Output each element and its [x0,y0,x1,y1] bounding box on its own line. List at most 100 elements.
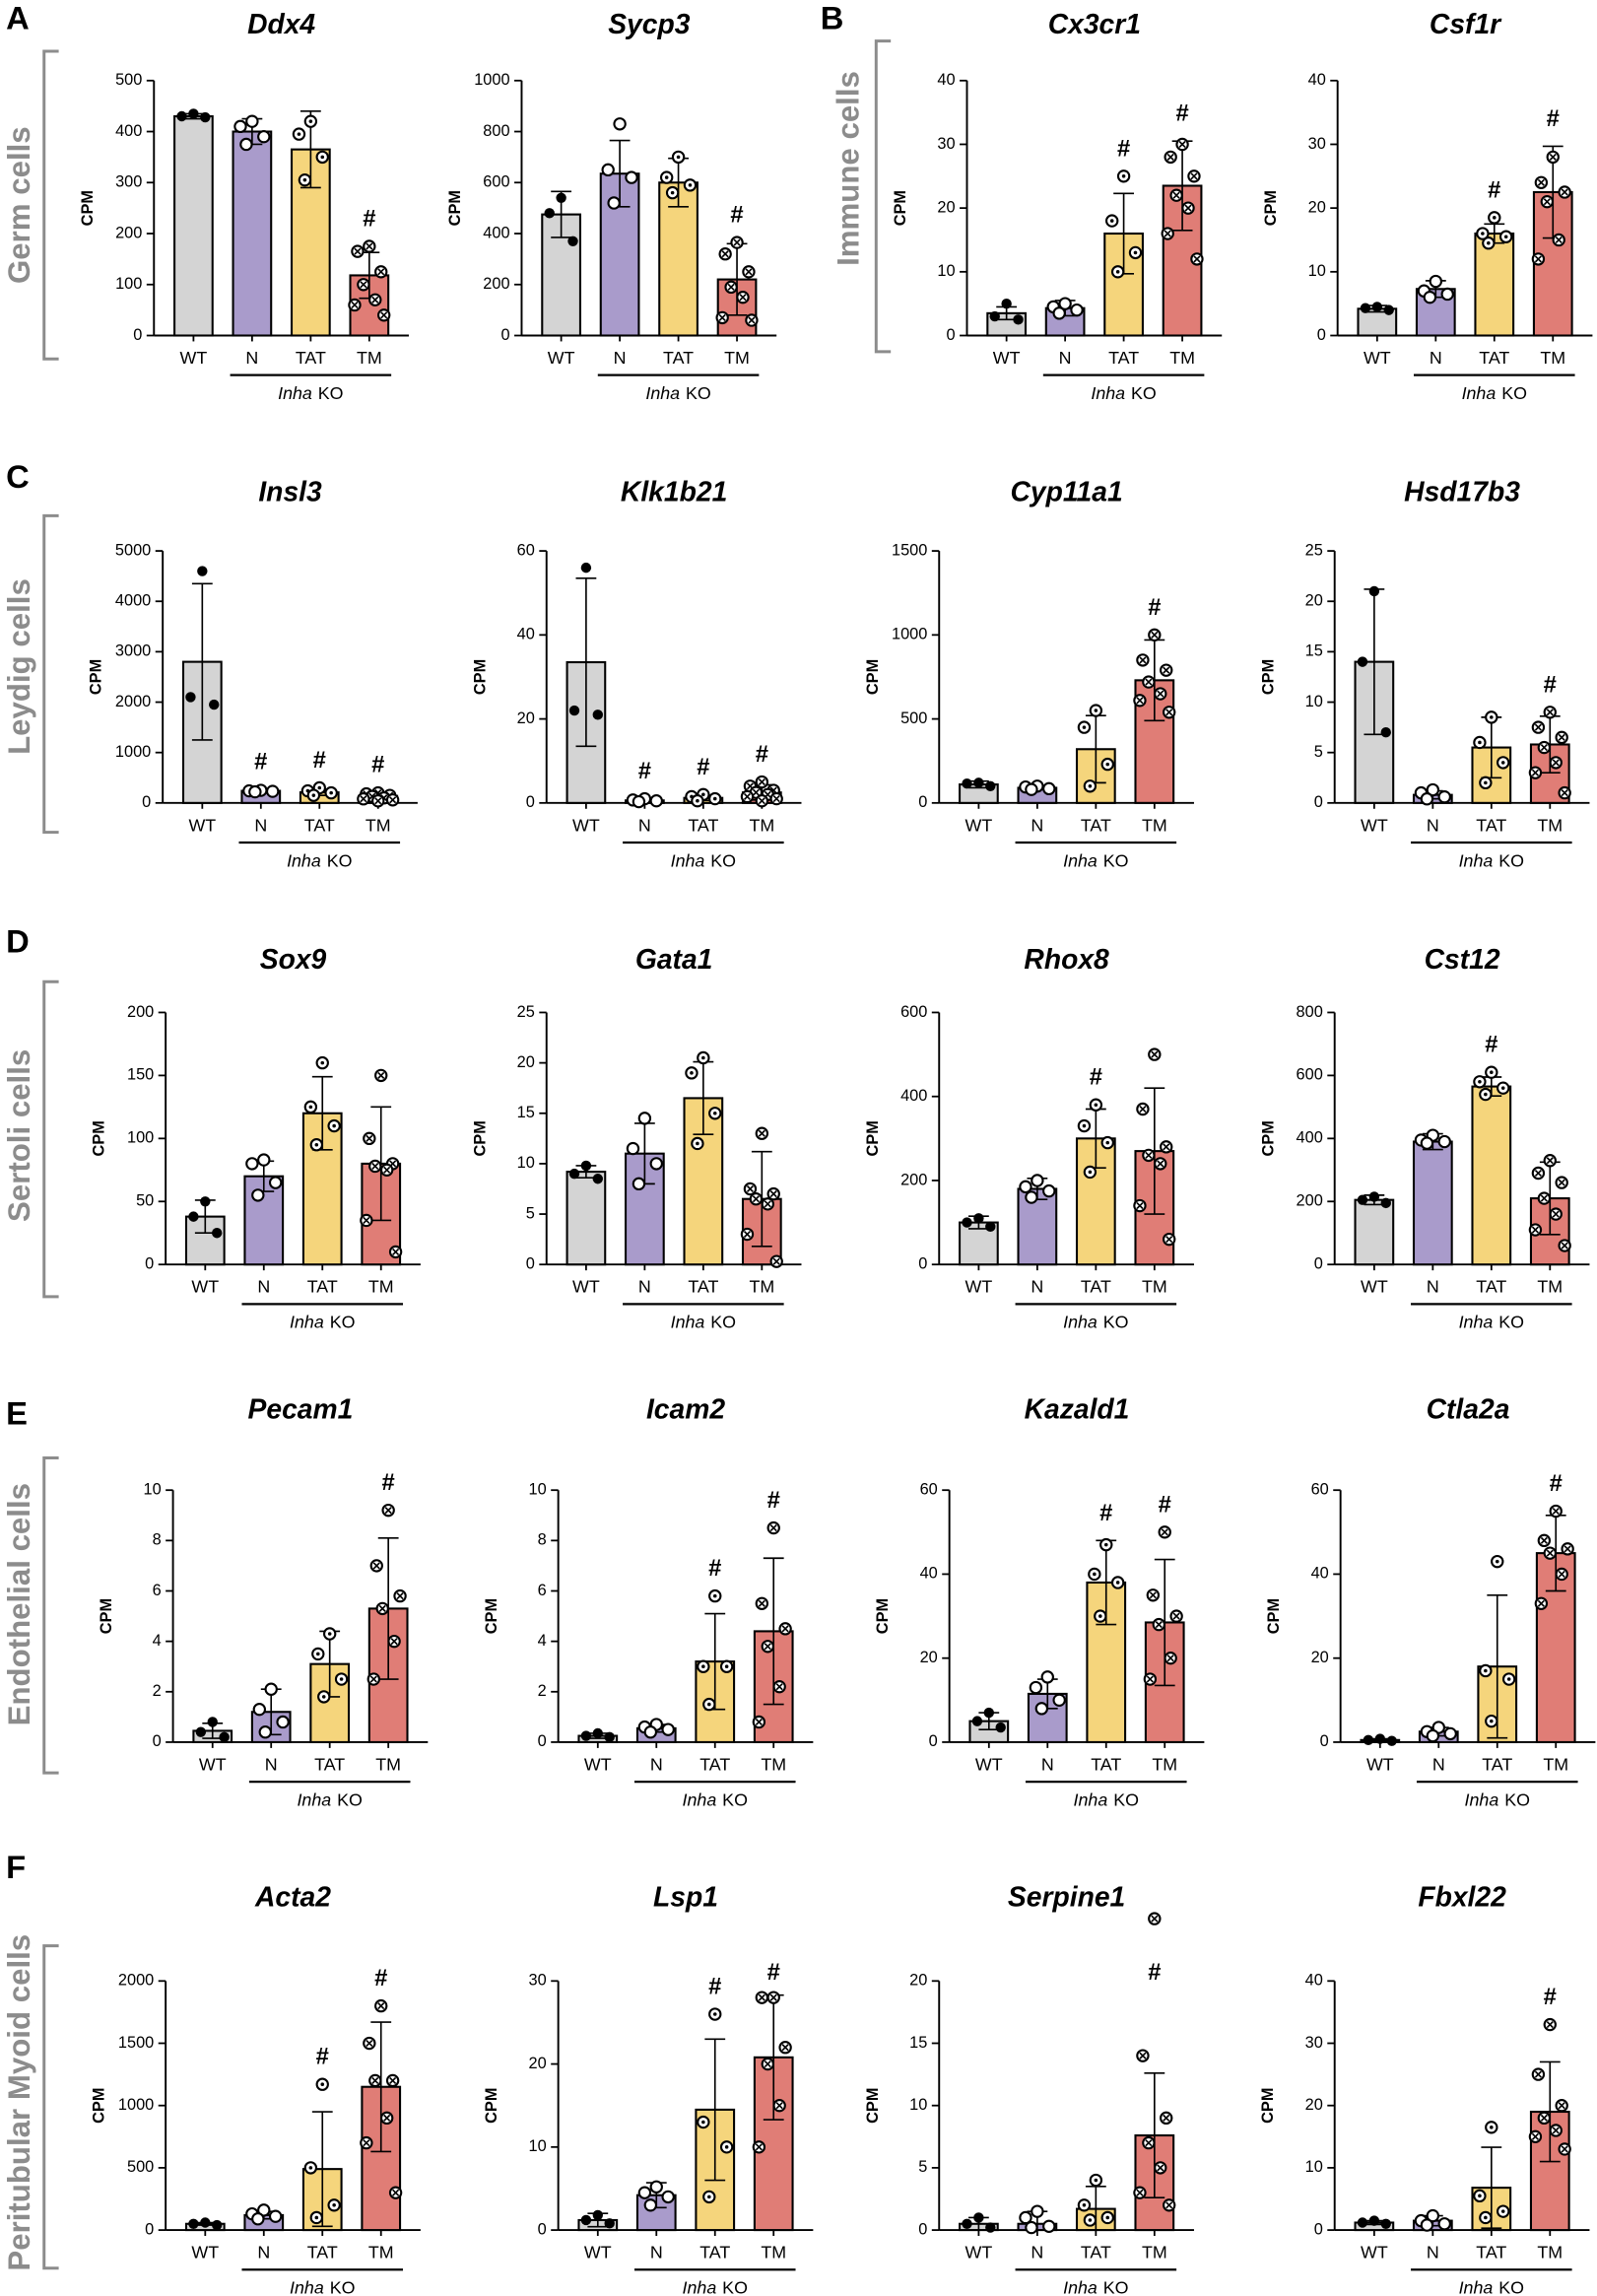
data-point [1368,1191,1380,1202]
data-point [1133,2186,1147,2199]
x-tick-label: WT [572,815,600,835]
data-point [613,117,627,131]
data-point [1088,1567,1101,1582]
data-point [1128,245,1143,260]
data-point [1429,274,1443,289]
point-center [308,1105,313,1110]
x-tick-label: TAT [307,2243,338,2262]
annotation: # [1544,671,1557,698]
data-point [637,1112,652,1125]
x-tick-label: TAT [1476,2243,1506,2262]
data-point [592,1727,603,1739]
data-point [1142,2135,1156,2150]
data-point [718,247,732,261]
point-cross [1139,2052,1147,2060]
data-point [360,2135,373,2150]
y-tick-label: 0 [145,2220,154,2238]
annotation: # [1148,1959,1161,1986]
point-dot [580,1160,592,1172]
point-cross [769,1190,777,1198]
point-ring [1437,2217,1451,2231]
y-tick-label: 25 [517,1003,535,1021]
point-cross [1531,2132,1539,2140]
point-cross [1546,709,1554,716]
point-ring [268,1176,283,1189]
point-ring [264,1682,278,1696]
point-dot [592,709,603,720]
error-bar [1144,2072,1165,2199]
point-ring [257,130,271,144]
point-dot [973,1213,984,1224]
chart-title: Kazald1 [1025,1392,1130,1424]
point-cross [1561,2145,1568,2153]
point-ring [276,1715,290,1729]
data-point [306,788,321,802]
point-center [712,796,717,801]
x-tick-label: WT [191,2243,219,2262]
point-cross [1546,1549,1554,1557]
point-cross [758,1129,765,1137]
data-point [1371,302,1383,312]
point-dot [1360,303,1371,313]
data-point [1543,2017,1557,2032]
data-point [1368,585,1380,597]
point-center [664,175,669,179]
group-suffix: KO [1131,383,1157,403]
point-ring [1040,1670,1054,1684]
data-point [381,1503,395,1518]
data-point [755,1596,769,1610]
x-tick-label: TM [1543,1754,1568,1774]
y-tick-label: 600 [1297,1066,1323,1084]
point-dot [1386,1735,1397,1746]
data-point [607,196,621,210]
point-cross [1540,744,1548,752]
data-point [276,1715,290,1729]
data-point [311,1647,325,1661]
data-point [604,1731,615,1743]
data-point [315,2077,329,2091]
y-tick-label: 50 [136,1192,154,1210]
data-point [1437,790,1451,804]
data-point [1142,1148,1156,1163]
point-center [712,1593,717,1598]
point-ring [1426,782,1440,797]
chart-title: Icam2 [646,1392,725,1424]
data-point [1497,2204,1510,2218]
y-tick-label: 2 [153,1682,162,1700]
data-point [1029,1680,1043,1695]
group-label: Inha KO [1091,383,1157,403]
y-tick-label: 20 [1305,2096,1323,2114]
point-cross [1163,2114,1170,2122]
y-tick-label: 1000 [474,71,509,89]
point-cross [371,2076,379,2084]
data-point [1031,2204,1044,2218]
x-tick-label: TM [761,2243,786,2262]
point-ring [1031,1174,1044,1187]
annotation: # [730,202,743,229]
group-label: Inha KO [671,850,737,870]
data-point [632,1177,646,1191]
annotation: # [1550,1470,1563,1497]
bracket [42,513,59,835]
point-dot [962,1217,972,1228]
annotation: # [1090,1064,1102,1091]
group-label: Inha KO [671,1312,737,1331]
y-tick-label: 20 [920,1649,938,1666]
data-point [1133,694,1147,708]
data-point [766,1520,780,1535]
data-point [691,794,704,808]
data-point [592,709,603,720]
x-tick-label: TM [357,348,382,368]
point-cross [392,2189,400,2196]
data-point [1531,2067,1546,2081]
data-point [1558,1239,1571,1252]
group-gene: Inha [290,1312,324,1331]
data-point [1420,1136,1434,1150]
point-dot [973,777,984,788]
data-point [1001,298,1012,309]
group-gene: Inha [671,1312,705,1331]
point-center [297,132,301,136]
data-point [266,784,280,798]
x-tick-label: TAT [1091,1754,1121,1774]
data-point [1531,252,1546,266]
